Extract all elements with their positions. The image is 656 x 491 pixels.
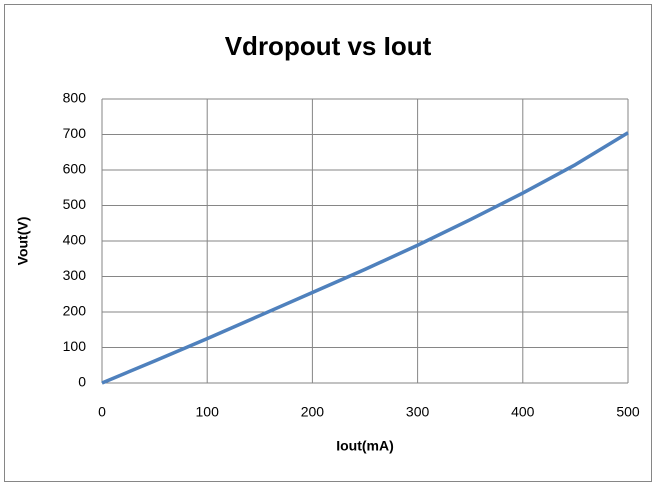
y-tick-label: 800 <box>63 90 87 106</box>
x-tick-label: 300 <box>406 404 430 420</box>
y-tick-label: 600 <box>63 161 87 177</box>
y-tick-label: 300 <box>63 267 87 283</box>
y-tick-label: 0 <box>78 374 86 390</box>
x-tick-label: 500 <box>616 404 640 420</box>
x-axis-label: Iout(mA) <box>336 438 394 454</box>
y-tick-label: 100 <box>63 338 87 354</box>
chart-border <box>4 4 652 482</box>
chart-title: Vdropout vs Iout <box>225 31 432 61</box>
x-tick-label: 400 <box>511 404 535 420</box>
x-tick-label: 200 <box>301 404 325 420</box>
x-tick-label: 100 <box>196 404 220 420</box>
x-tick-label: 0 <box>98 404 106 420</box>
data-line <box>101 131 629 385</box>
y-axis-label: Vout(V) <box>15 217 31 266</box>
y-tick-label: 200 <box>63 303 87 319</box>
y-tick-label: 400 <box>63 232 87 248</box>
y-tick-label: 500 <box>63 196 87 212</box>
y-tick-label: 700 <box>63 125 87 141</box>
